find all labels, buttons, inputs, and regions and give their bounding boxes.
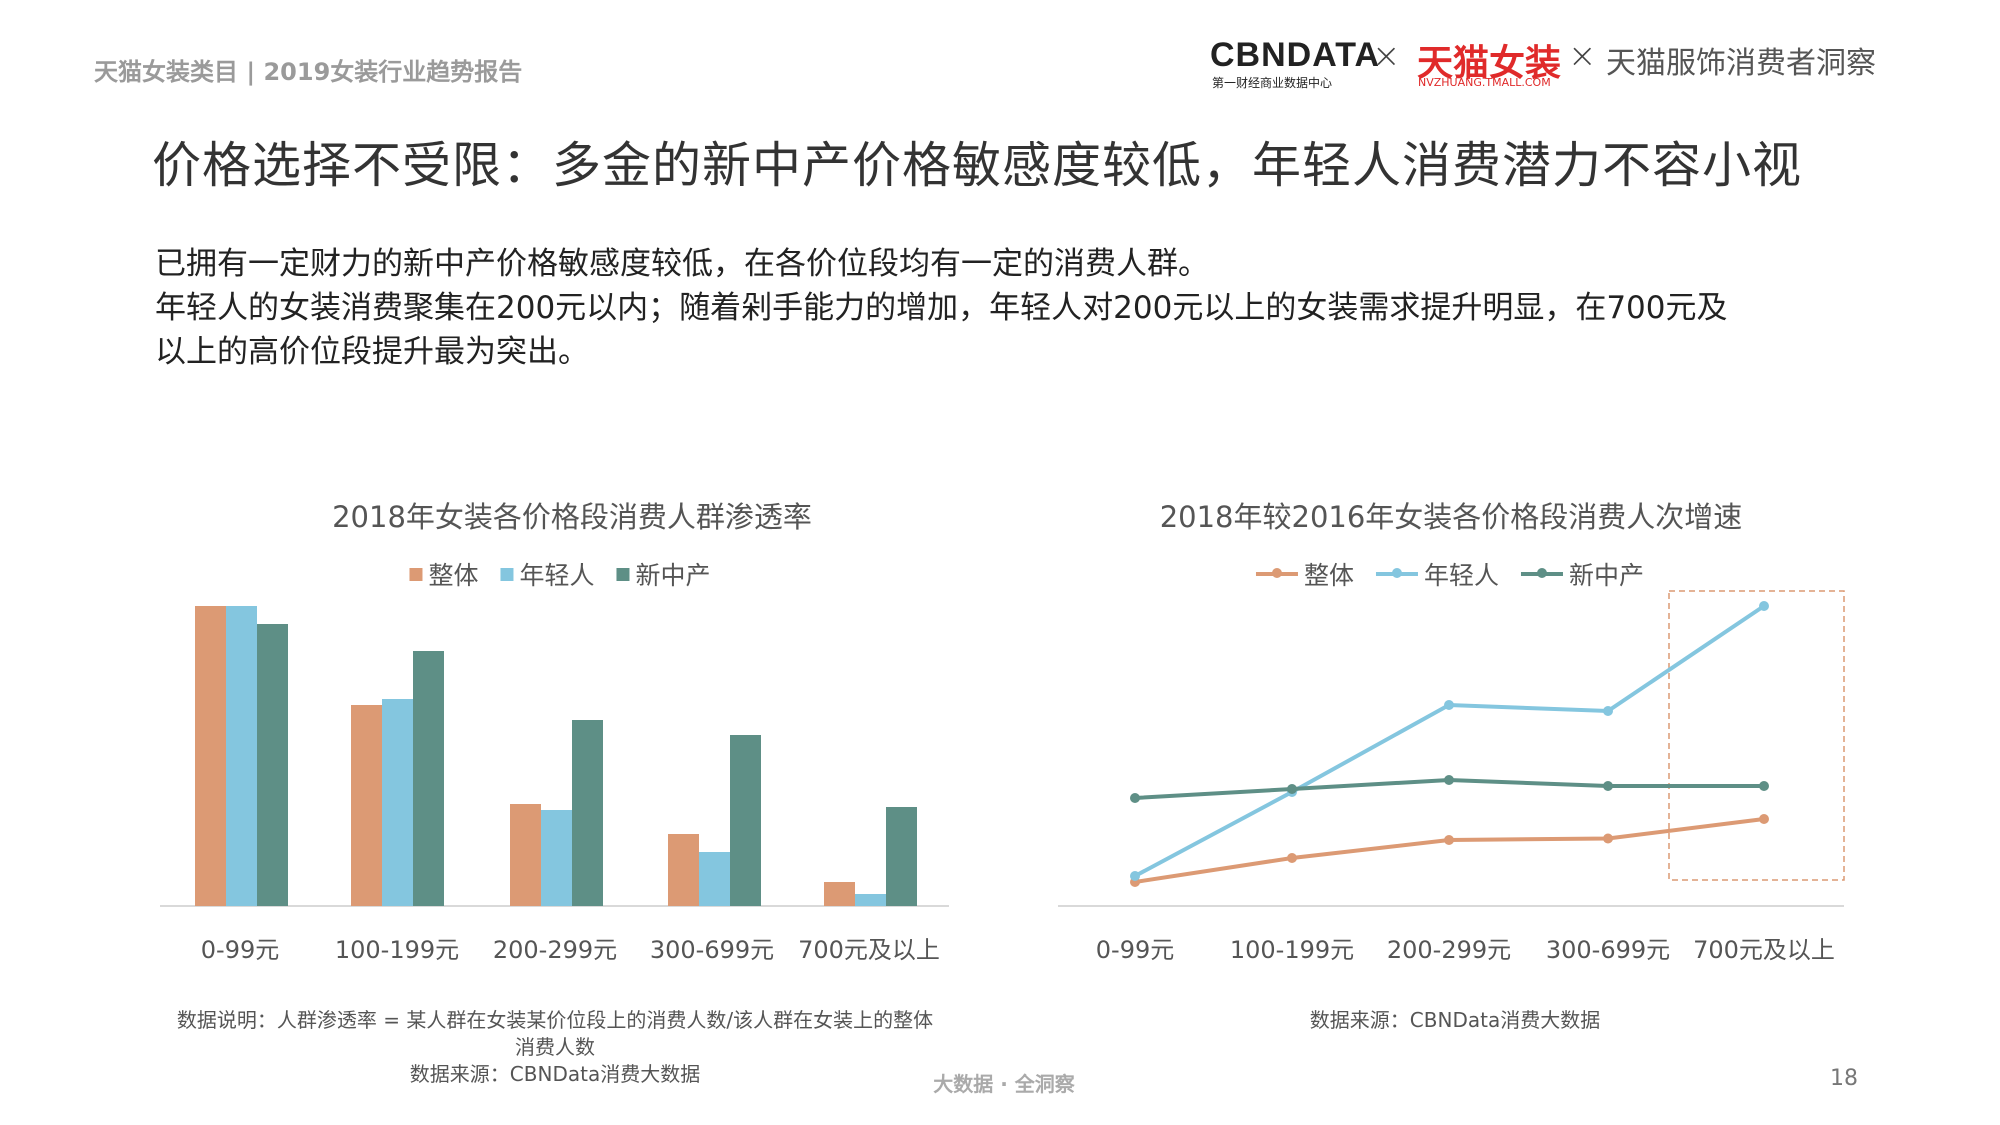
data-point: [1130, 793, 1140, 803]
tmall-logo-sub: NVZHUANG.TMALL.COM: [1418, 76, 1551, 89]
data-point: [1444, 835, 1454, 845]
line-chart-title: 2018年较2016年女装各价格段消费人次增速: [1159, 500, 1743, 534]
bar: [824, 882, 855, 906]
legend-label: 年轻人: [519, 561, 595, 590]
data-point: [1287, 853, 1297, 863]
legend-line: [1521, 568, 1564, 578]
legend-label: 新中产: [1569, 561, 1645, 590]
line-chart-source: 数据来源：CBNData消费大数据: [1309, 1008, 1601, 1032]
x-tick-label: 300-699元: [649, 936, 775, 964]
times-icon: ×: [1372, 36, 1401, 76]
insight-brand: 天猫服饰消费者洞察: [1606, 46, 1876, 81]
bar-chart-note-2: 消费人数: [515, 1035, 595, 1059]
report-header: 天猫女装类目 | 2019女装行业趋势报告: [94, 58, 523, 86]
data-point: [1759, 814, 1769, 824]
data-point: [1444, 700, 1454, 710]
bar: [226, 606, 257, 906]
x-tick-label: 100-199元: [1229, 936, 1355, 964]
line-chart-legend: 整体 年轻人 新中产: [1255, 556, 1644, 592]
bar: [257, 624, 288, 906]
bar: [886, 807, 917, 906]
legend-line: [1375, 568, 1418, 578]
cbndata-logo-sub: 第一财经商业数据中心: [1212, 76, 1333, 90]
legend-swatch: [500, 567, 514, 581]
legend-line: [1255, 568, 1298, 578]
bar-chart-legend: 整体 年轻人 新中产: [409, 556, 711, 592]
data-point: [1759, 781, 1769, 791]
bar: [572, 720, 603, 906]
highlight-box: [1668, 590, 1845, 881]
x-tick-label: 700元及以上: [1693, 936, 1835, 964]
tmall-logo: 天猫女装: [1417, 43, 1562, 84]
data-point: [1130, 871, 1140, 881]
x-tick-label: 700元及以上: [798, 936, 940, 964]
legend-label: 整体: [428, 561, 479, 590]
bar-chart-source: 数据来源：CBNData消费大数据: [409, 1062, 701, 1086]
legend-label: 新中产: [635, 561, 711, 590]
data-point: [1603, 781, 1613, 791]
x-tick-label: 0-99元: [1095, 936, 1175, 964]
bar: [855, 894, 886, 906]
body-text-2: 年轻人的女装消费聚集在200元以内；随着剁手能力的增加，年轻人对200元以上的女…: [155, 290, 1728, 326]
x-tick-label: 200-299元: [1386, 936, 1512, 964]
data-point: [1603, 706, 1613, 716]
footer-tagline: 大数据 · 全洞察: [933, 1072, 1075, 1096]
legend-item-young: 年轻人: [500, 556, 595, 592]
legend-label: 年轻人: [1423, 561, 1500, 590]
bar: [730, 735, 761, 906]
data-point: [1444, 775, 1454, 785]
x-tick-label: 300-699元: [1545, 936, 1671, 964]
bar: [351, 705, 382, 906]
x-tick-label: 100-199元: [334, 936, 460, 964]
legend-item-middle-class: 新中产: [616, 556, 711, 592]
bar: [510, 804, 541, 906]
bar: [541, 810, 572, 906]
legend-swatch: [616, 567, 630, 581]
bar-chart-note-1: 数据说明：人群渗透率 = 某人群在女装某价位段上的消费人数/该人群在女装上的整体: [176, 1008, 934, 1032]
cbndata-logo: CBNDATA: [1210, 36, 1381, 74]
bar: [668, 834, 699, 906]
bar: [382, 699, 413, 906]
data-point: [1759, 601, 1769, 611]
legend-item-overall: 整体: [409, 556, 478, 592]
page-title: 价格选择不受限：多金的新中产价格敏感度较低，年轻人消费潜力不容小视: [152, 137, 1803, 194]
body-text-3: 以上的高价位段提升最为突出。: [155, 334, 589, 370]
legend-item-overall: 整体: [1255, 556, 1354, 592]
body-text-1: 已拥有一定财力的新中产价格敏感度较低，在各价位段均有一定的消费人群。: [155, 246, 1209, 282]
data-point: [1287, 784, 1297, 794]
legend-swatch: [409, 567, 423, 581]
legend-item-middle-class: 新中产: [1521, 556, 1644, 592]
bar: [699, 852, 730, 906]
times-icon: ×: [1568, 36, 1597, 76]
bar-chart-title: 2018年女装各价格段消费人群渗透率: [332, 500, 812, 534]
x-tick-label: 200-299元: [492, 936, 618, 964]
legend-label: 整体: [1303, 561, 1354, 590]
data-point: [1603, 833, 1613, 844]
legend-item-young: 年轻人: [1375, 556, 1500, 592]
x-tick-label: 0-99元: [200, 936, 280, 964]
bar: [195, 606, 226, 906]
bar: [413, 651, 444, 906]
page-number: 18: [1830, 1066, 1858, 1091]
